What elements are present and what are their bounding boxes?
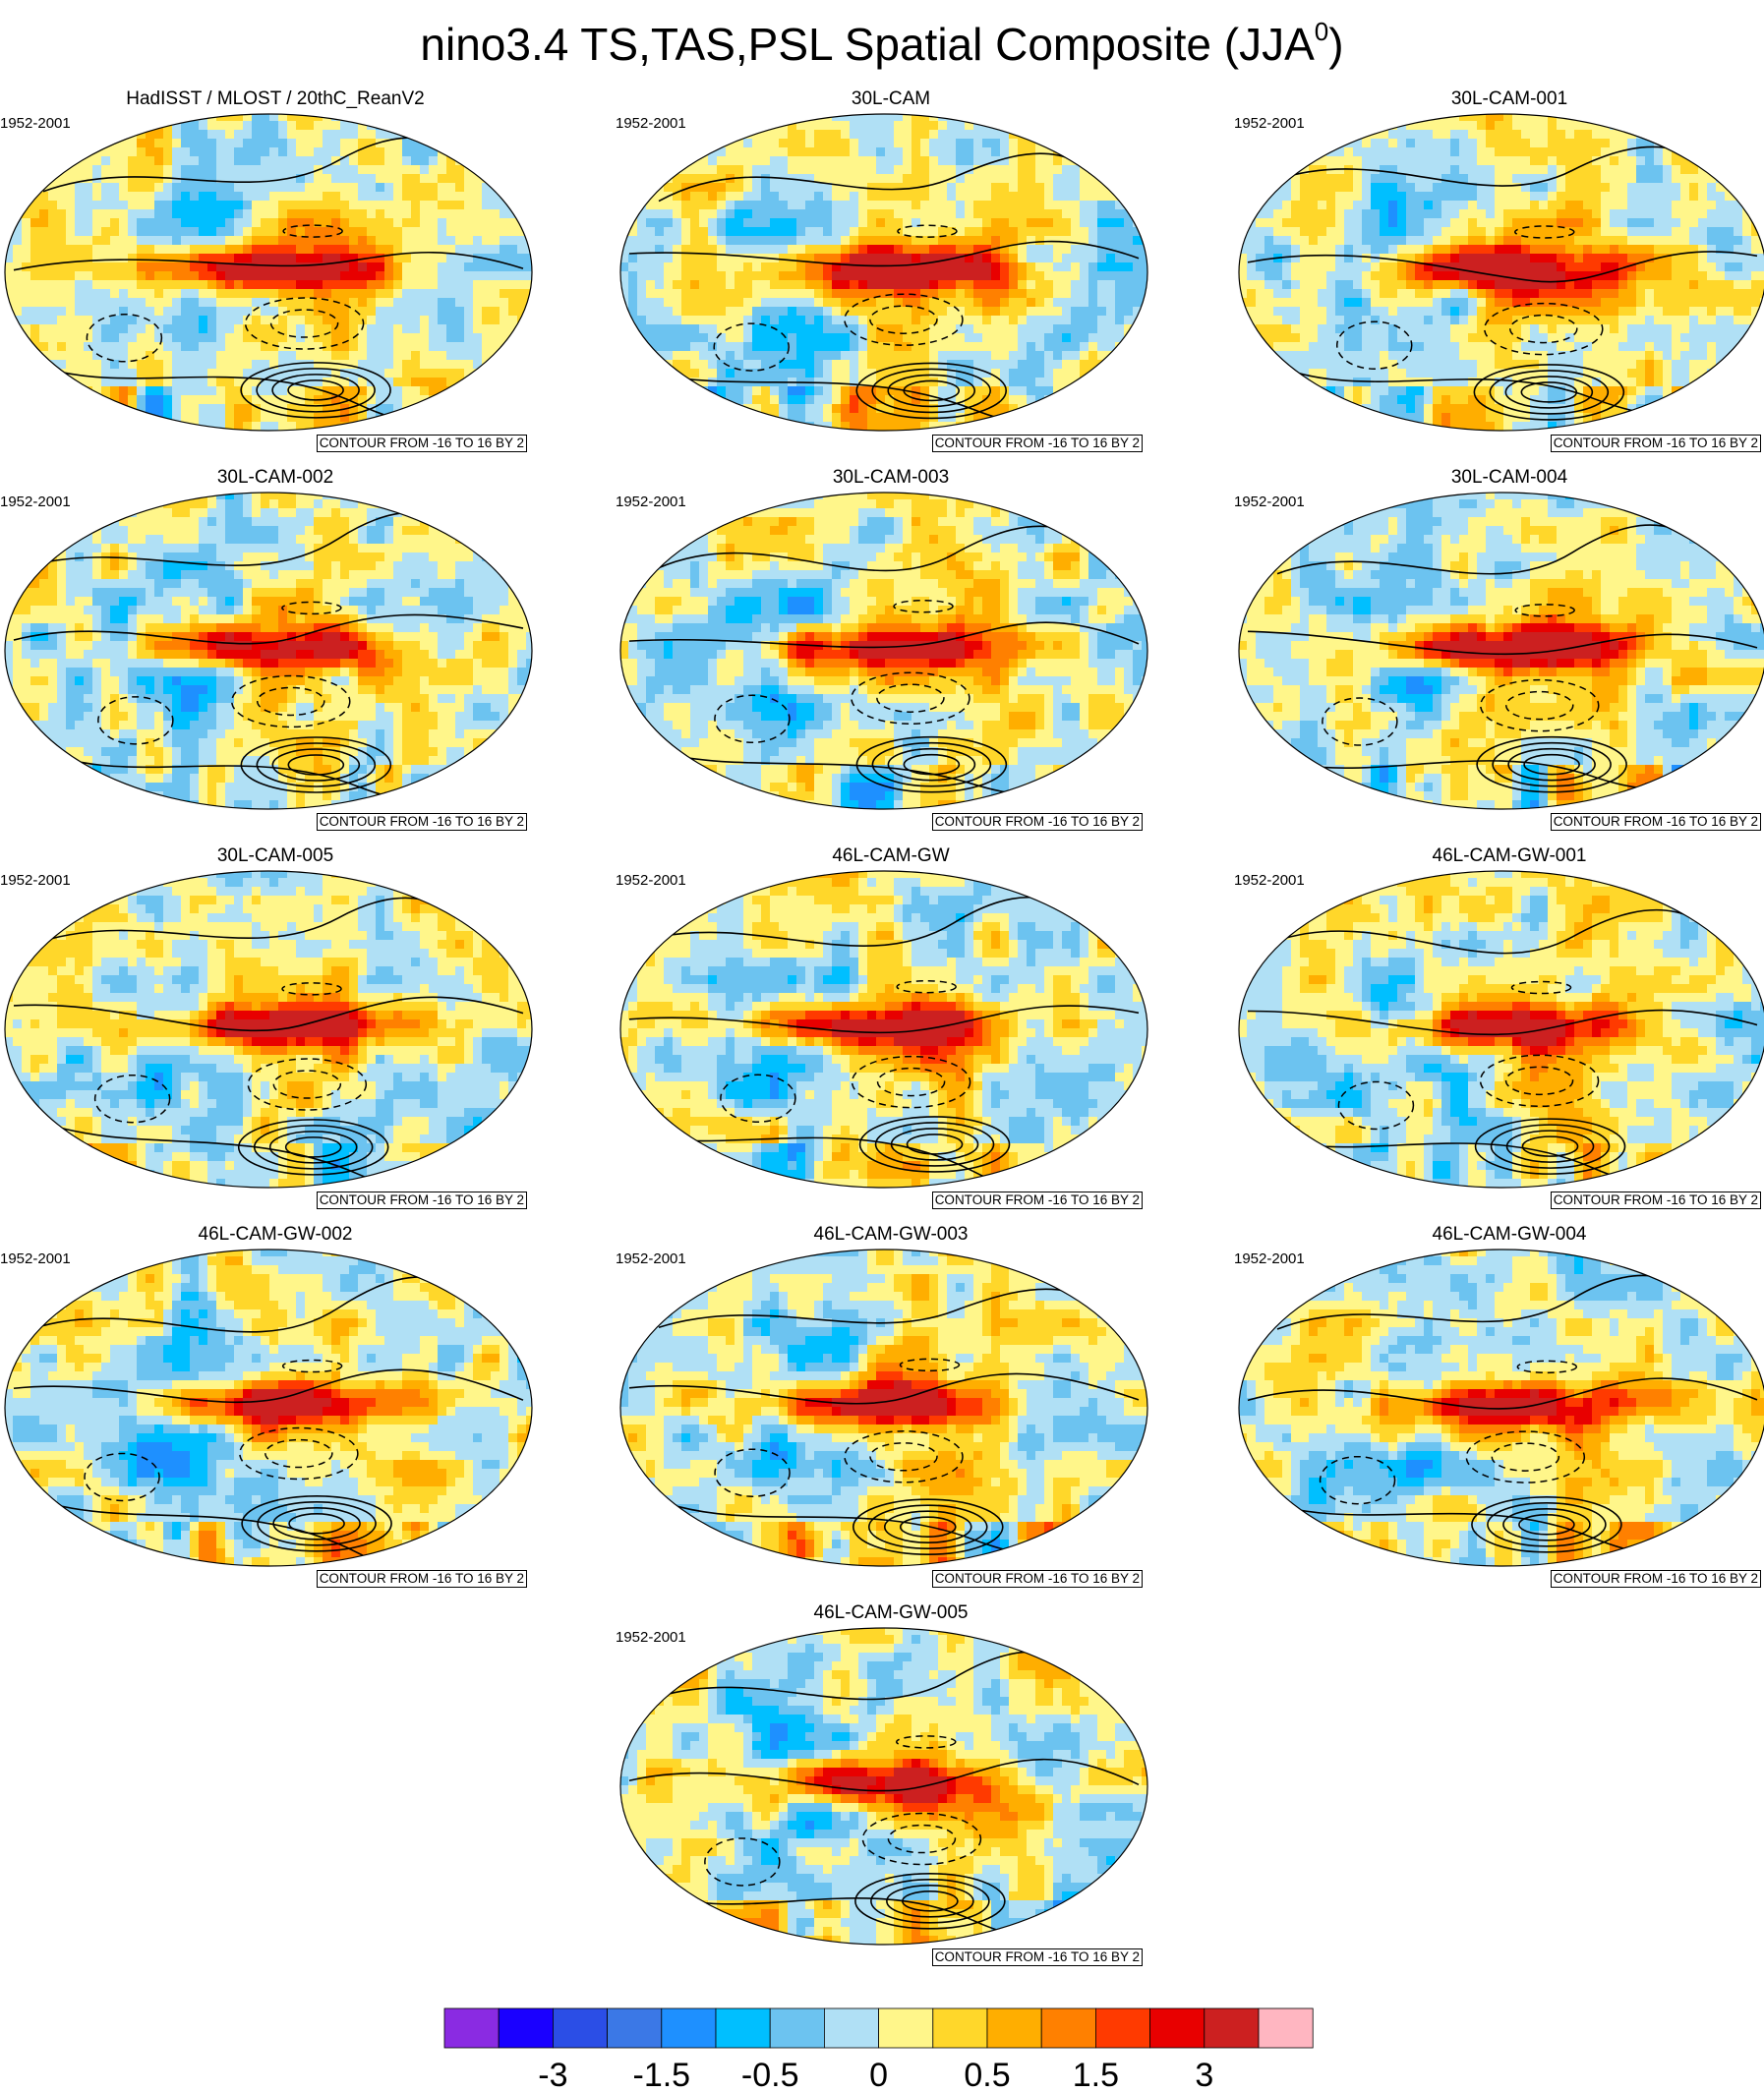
panel-period-label: 1952-2001 [0, 1250, 71, 1268]
panel-title: 30L-CAM-003 [616, 467, 1166, 489]
figure-title-superscript: 0 [1315, 17, 1328, 46]
panel-period-label: 1952-2001 [1234, 1250, 1305, 1268]
map-panel: 46L-CAM-GW-005 1952-2001 CONTOUR FROM -16 … [616, 1602, 1166, 1979]
panel-period-label: 1952-2001 [0, 115, 71, 133]
robinson-map [1238, 113, 1764, 432]
contour-info-label: CONTOUR FROM -16 TO 16 BY 2 [931, 435, 1143, 452]
robinson-map [4, 113, 533, 432]
panel-title: 46L-CAM-GW-004 [1234, 1224, 1764, 1246]
panel-period-label: 1952-2001 [1234, 115, 1305, 133]
robinson-map [1238, 1249, 1764, 1567]
slp-contours [1247, 145, 1760, 421]
panel-title: 30L-CAM-004 [1234, 467, 1764, 489]
panel-title: 46L-CAM-GW-005 [616, 1602, 1166, 1624]
contour-info-label: CONTOUR FROM -16 TO 16 BY 2 [931, 813, 1143, 831]
panel-title: HadISST / MLOST / 20thC_ReanV2 [0, 88, 551, 110]
panel-period-label: 1952-2001 [1234, 494, 1305, 511]
contour-info-label: CONTOUR FROM -16 TO 16 BY 2 [316, 1192, 527, 1209]
robinson-map [619, 113, 1148, 432]
map-panel: 46L-CAM-GW-002 1952-2001 CONTOUR FROM -16 … [0, 1224, 551, 1600]
map-border [4, 1249, 533, 1567]
map-border [4, 113, 533, 432]
anomaly-field [5, 1250, 532, 1566]
panel-period-label: 1952-2001 [616, 115, 686, 133]
panel-period-label: 1952-2001 [616, 872, 686, 890]
robinson-map [1238, 870, 1764, 1189]
contour-info-label: CONTOUR FROM -16 TO 16 BY 2 [1550, 813, 1761, 831]
panel-title: 30L-CAM-002 [0, 467, 551, 489]
map-border [619, 113, 1148, 432]
map-panel: 46L-CAM-GW-001 1952-2001 CONTOUR FROM -16 … [1234, 845, 1764, 1222]
panel-period-label: 1952-2001 [616, 1250, 686, 1268]
map-panel: 30L-CAM-004 1952-2001 CONTOUR FROM -16 TO … [1234, 467, 1764, 843]
map-border [1238, 492, 1764, 810]
map-panel: 46L-CAM-GW-004 1952-2001 CONTOUR FROM -16 … [1234, 1224, 1764, 1600]
map-panel: 30L-CAM 1952-2001 CONTOUR FROM -16 TO 16 B… [616, 88, 1166, 465]
map-border [1238, 1249, 1764, 1567]
panel-period-label: 1952-2001 [616, 494, 686, 511]
map-border [1238, 870, 1764, 1189]
anomaly-field [620, 1628, 1147, 1945]
panel-period-label: 1952-2001 [1234, 872, 1305, 890]
panel-title: 46L-CAM-GW-002 [0, 1224, 551, 1246]
map-border [619, 1249, 1148, 1567]
map-border [4, 870, 533, 1189]
contour-info-label: CONTOUR FROM -16 TO 16 BY 2 [1550, 1570, 1761, 1588]
panel-title: 30L-CAM [616, 88, 1166, 110]
robinson-map [1238, 492, 1764, 810]
robinson-map [619, 1249, 1148, 1567]
map-panel: 30L-CAM-002 1952-2001 CONTOUR FROM -16 TO … [0, 467, 551, 843]
robinson-map [4, 1249, 533, 1567]
contour-info-label: CONTOUR FROM -16 TO 16 BY 2 [1550, 1192, 1761, 1209]
map-border [4, 492, 533, 810]
panel-period-label: 1952-2001 [0, 494, 71, 511]
map-panel: 30L-CAM-003 1952-2001 CONTOUR FROM -16 TO … [616, 467, 1166, 843]
robinson-map [619, 870, 1148, 1189]
panel-title: 46L-CAM-GW [616, 845, 1166, 867]
map-panel: 46L-CAM-GW-003 1952-2001 CONTOUR FROM -16 … [616, 1224, 1166, 1600]
map-panel: 46L-CAM-GW 1952-2001 CONTOUR FROM -16 TO 1… [616, 845, 1166, 1222]
panel-period-label: 1952-2001 [0, 872, 71, 890]
contour-info-label: CONTOUR FROM -16 TO 16 BY 2 [931, 1570, 1143, 1588]
contour-info-label: CONTOUR FROM -16 TO 16 BY 2 [1550, 435, 1761, 452]
slp-contours [1247, 1274, 1760, 1555]
robinson-map [619, 1627, 1148, 1946]
map-border [619, 492, 1148, 810]
map-border [1238, 113, 1764, 432]
contour-info-label: CONTOUR FROM -16 TO 16 BY 2 [931, 1192, 1143, 1209]
robinson-map [619, 492, 1148, 810]
slp-contours [628, 152, 1142, 425]
contour-info-label: CONTOUR FROM -16 TO 16 BY 2 [931, 1948, 1143, 1966]
map-border [619, 870, 1148, 1189]
map-panel: HadISST / MLOST / 20thC_ReanV2 1952-2001 C… [0, 88, 551, 465]
contour-info-label: CONTOUR FROM -16 TO 16 BY 2 [316, 435, 527, 452]
figure-title-close: ) [1328, 19, 1343, 70]
robinson-map [4, 492, 533, 810]
map-panel: 30L-CAM-001 1952-2001 CONTOUR FROM -16 TO … [1234, 88, 1764, 465]
panel-title: 46L-CAM-GW-003 [616, 1224, 1166, 1246]
panel-title: 46L-CAM-GW-001 [1234, 845, 1764, 867]
map-panel: 30L-CAM-005 1952-2001 CONTOUR FROM -16 TO … [0, 845, 551, 1222]
robinson-map [4, 870, 533, 1189]
panel-title: 30L-CAM-001 [1234, 88, 1764, 110]
slp-contours [628, 1288, 1142, 1557]
figure-title: nino3.4 TS,TAS,PSL Spatial Composite (JJ… [0, 2, 1764, 74]
figure-title-text: nino3.4 TS,TAS,PSL Spatial Composite (JJ… [420, 19, 1314, 70]
contour-info-label: CONTOUR FROM -16 TO 16 BY 2 [316, 1570, 527, 1588]
contour-info-label: CONTOUR FROM -16 TO 16 BY 2 [316, 813, 527, 831]
panel-title: 30L-CAM-005 [0, 845, 551, 867]
panel-period-label: 1952-2001 [616, 1629, 686, 1647]
map-border [619, 1627, 1148, 1946]
